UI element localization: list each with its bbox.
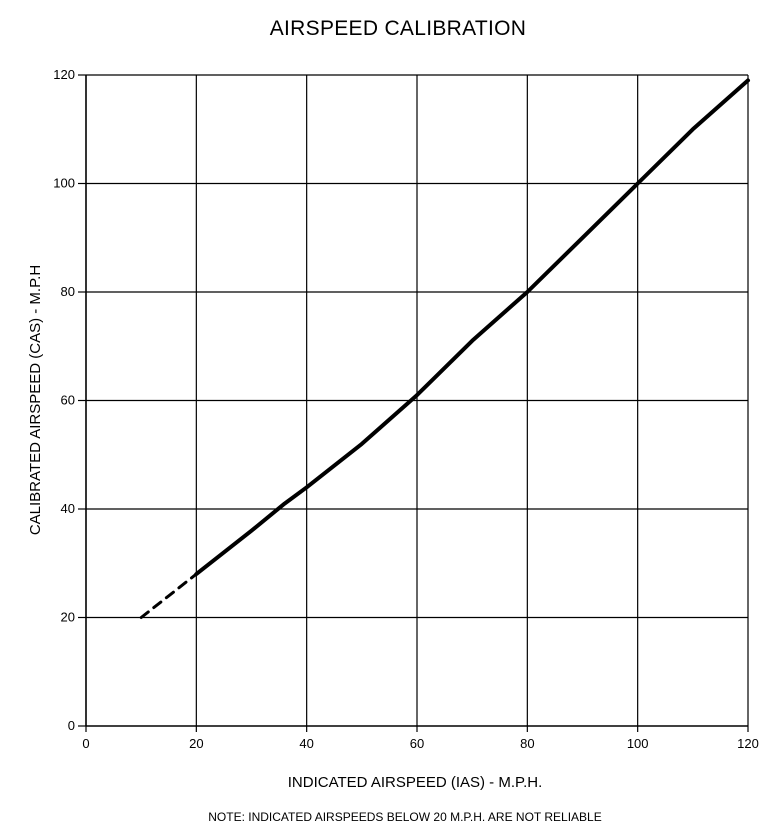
y-tick-label-0: 0	[68, 718, 75, 733]
y-tick-label-120: 120	[53, 67, 75, 82]
grid	[86, 74, 749, 726]
x-tick-label-60: 60	[410, 736, 424, 751]
y-tick-label-80: 80	[61, 284, 75, 299]
y-tick-label-40: 40	[61, 501, 75, 516]
x-axis-label: INDICATED AIRSPEED (IAS) - M.P.H.	[288, 774, 543, 791]
x-tick-label-0: 0	[82, 736, 89, 751]
x-tick-label-80: 80	[520, 736, 534, 751]
x-tick-label-40: 40	[299, 736, 313, 751]
x-tick-label-20: 20	[189, 736, 203, 751]
calibration-curve-dashed-1	[139, 572, 198, 619]
y-tick-label-60: 60	[61, 393, 75, 408]
calibration-curve-0	[194, 78, 750, 577]
footnote: NOTE: INDICATED AIRSPEEDS BELOW 20 M.P.H…	[208, 810, 601, 824]
x-tick-label-100: 100	[627, 736, 649, 751]
chart-title: AIRSPEED CALIBRATION	[270, 17, 527, 40]
y-tick-label-100: 100	[53, 176, 75, 191]
series-lines	[139, 78, 750, 619]
y-axis-label: CALIBRATED AIRSPEED (CAS) - M.P.H	[27, 265, 44, 535]
tick-labels: 0 20 40 60 80 100 120 0 20 40 60 80 100 120	[53, 67, 759, 751]
y-tick-label-20: 20	[61, 610, 75, 625]
x-tick-label-120: 120	[737, 736, 759, 751]
